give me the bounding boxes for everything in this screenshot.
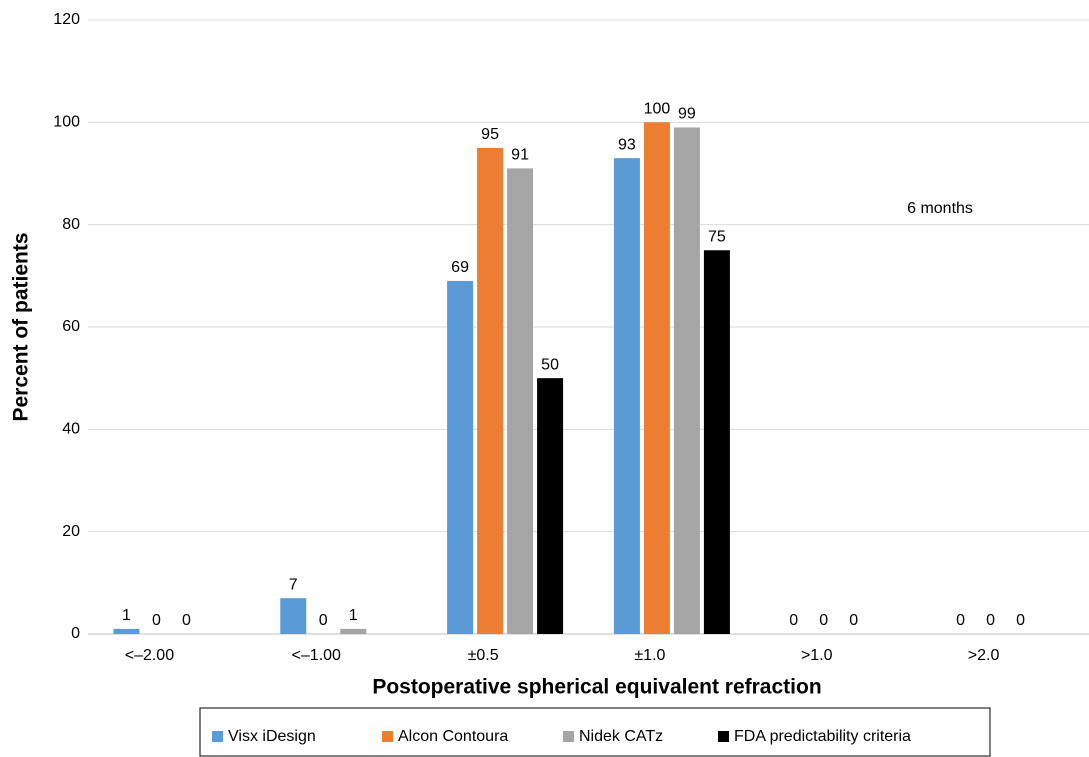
- value-label: 0: [152, 612, 161, 629]
- value-label: 75: [708, 228, 726, 245]
- value-label: 0: [789, 612, 798, 629]
- value-label: 0: [319, 612, 328, 629]
- bar: [113, 628, 140, 634]
- bar: [280, 598, 307, 634]
- y-tick-label: 120: [53, 11, 80, 28]
- legend-label: Alcon Contoura: [398, 728, 508, 745]
- value-label: 0: [182, 612, 191, 629]
- value-label: 91: [511, 147, 529, 164]
- legend-swatch: [382, 731, 393, 742]
- y-tick-label: 80: [62, 216, 80, 233]
- value-label: 69: [451, 259, 469, 276]
- legend-swatch: [563, 731, 574, 742]
- value-label: 93: [618, 136, 636, 153]
- value-label: 100: [644, 101, 671, 118]
- bar: [613, 158, 640, 634]
- bar: [340, 628, 367, 634]
- value-label: 99: [678, 106, 696, 123]
- value-label: 0: [849, 612, 858, 629]
- x-tick-label: >2.0: [968, 647, 1000, 664]
- bar: [673, 127, 700, 634]
- legend-swatch: [212, 731, 223, 742]
- value-label: 50: [541, 356, 559, 373]
- y-tick-label: 40: [62, 421, 80, 438]
- legend-label: Visx iDesign: [228, 728, 316, 745]
- y-tick-label: 20: [62, 523, 80, 540]
- y-tick-label: 60: [62, 318, 80, 335]
- annotation: 6 months: [907, 200, 973, 217]
- bar: [447, 280, 474, 634]
- value-label: 0: [1016, 612, 1025, 629]
- bar: [643, 122, 670, 634]
- bar: [537, 378, 564, 634]
- x-tick-label: <–1.00: [292, 647, 341, 664]
- y-tick-label: 100: [53, 114, 80, 131]
- value-label: 7: [289, 576, 298, 593]
- bar: [477, 147, 504, 634]
- x-axis-title: Postoperative spherical equivalent refra…: [372, 676, 821, 699]
- value-label: 0: [819, 612, 828, 629]
- bar: [507, 168, 534, 634]
- bar: [703, 250, 730, 634]
- value-label: 1: [349, 607, 358, 624]
- value-label: 0: [956, 612, 965, 629]
- x-tick-label: <–2.00: [125, 647, 174, 664]
- value-label: 95: [481, 126, 499, 143]
- y-tick-label: 0: [71, 625, 80, 642]
- legend-label: FDA predictability criteria: [734, 728, 911, 745]
- legend-box: [199, 707, 991, 757]
- y-axis-title: Percent of patients: [10, 232, 33, 421]
- value-label: 1: [122, 607, 131, 624]
- legend-swatch: [718, 731, 729, 742]
- x-tick-label: >1.0: [801, 647, 833, 664]
- legend-label: Nidek CATz: [579, 728, 663, 745]
- x-tick-label: ±1.0: [634, 647, 665, 664]
- x-tick-label: ±0.5: [468, 647, 499, 664]
- value-label: 0: [986, 612, 995, 629]
